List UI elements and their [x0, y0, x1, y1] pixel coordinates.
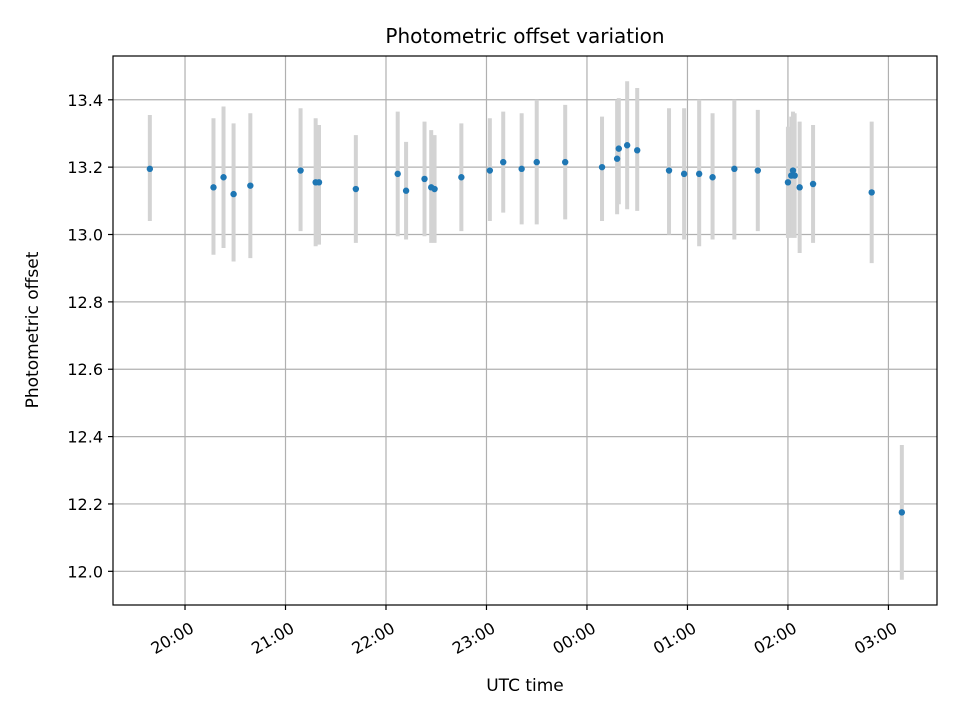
x-tick-label: 20:00	[148, 618, 197, 658]
data-point	[230, 190, 237, 198]
x-axis: 20:00 21:00 22:00 23:00 00:00 01:00 02:00 03:00	[148, 605, 900, 658]
y-tick-label: 13.4	[67, 91, 103, 110]
data-point	[754, 167, 761, 174]
data-point	[731, 165, 738, 173]
y-tick-label: 13.0	[67, 226, 103, 245]
x-tick-label: 21:00	[248, 618, 297, 658]
data-point	[868, 189, 875, 196]
error-bars	[147, 81, 904, 580]
data-point	[598, 163, 606, 171]
x-tick-label: 23:00	[449, 618, 498, 658]
data-point	[561, 158, 569, 166]
data-point	[796, 184, 803, 191]
data-point	[665, 167, 673, 174]
data-point	[615, 145, 622, 152]
data-point	[210, 184, 217, 191]
data-point	[421, 175, 428, 183]
data-point	[394, 170, 401, 178]
data-point	[634, 147, 641, 154]
data-point	[315, 179, 323, 186]
data-point	[898, 509, 906, 516]
data-points	[146, 142, 906, 516]
data-point	[784, 179, 792, 186]
data-point	[220, 174, 227, 181]
data-point	[709, 174, 716, 181]
data-point	[789, 167, 797, 174]
chart-title: Photometric offset variation	[385, 24, 664, 48]
y-tick-label: 12.0	[67, 562, 103, 581]
data-point	[486, 167, 494, 174]
x-tick-label: 22:00	[349, 618, 398, 658]
data-point	[402, 187, 410, 194]
plot-frame	[112, 55, 938, 606]
data-point	[146, 165, 154, 173]
y-tick-label: 12.4	[67, 428, 103, 447]
data-point	[431, 185, 438, 193]
data-point	[791, 172, 798, 179]
data-point	[352, 185, 360, 193]
x-tick-label: 02:00	[751, 618, 800, 658]
data-point	[623, 142, 631, 149]
x-tick-label: 03:00	[851, 618, 900, 658]
x-tick-label: 01:00	[650, 618, 699, 658]
data-point	[695, 170, 703, 178]
y-axis: 12.0 12.2 12.4 12.6 12.8 13.0 13.2 13.4	[67, 91, 113, 581]
data-point	[518, 165, 525, 173]
x-tick-label: 00:00	[550, 618, 599, 658]
y-tick-label: 13.2	[67, 158, 103, 177]
data-point	[297, 167, 304, 174]
data-point	[613, 155, 621, 162]
y-tick-label: 12.2	[67, 495, 103, 514]
y-axis-title: Photometric offset	[23, 251, 43, 408]
data-point	[533, 158, 540, 166]
y-tick-label: 12.6	[67, 360, 103, 379]
data-point	[680, 170, 688, 178]
y-tick-label: 12.8	[67, 293, 103, 312]
data-point	[247, 182, 254, 189]
data-point	[500, 158, 507, 166]
data-point	[458, 174, 465, 181]
data-point	[809, 180, 817, 188]
x-axis-title: UTC time	[486, 676, 564, 696]
